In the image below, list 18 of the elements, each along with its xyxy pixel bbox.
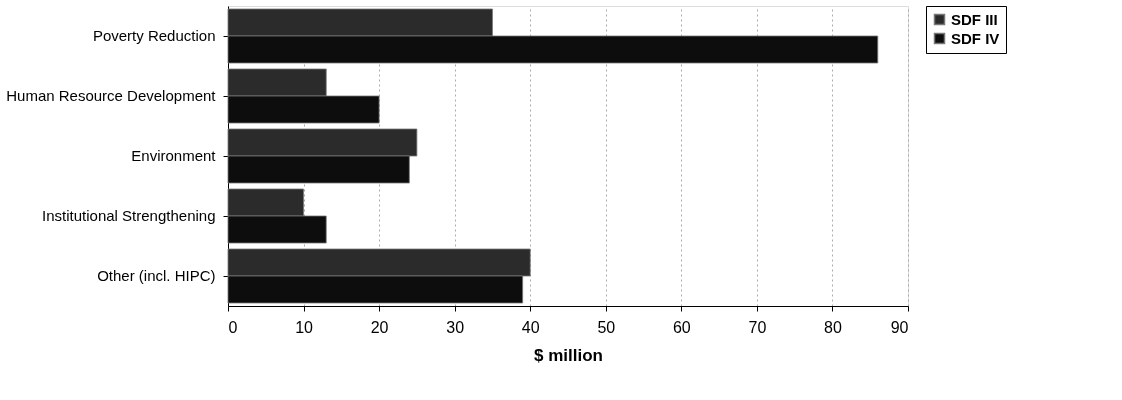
y-tick-label: Human Resource Development <box>6 87 217 104</box>
x-tick-label: 90 <box>890 318 909 336</box>
legend-label: SDF III <box>951 10 998 28</box>
x-tick-label: 70 <box>748 318 767 336</box>
x-tick-label: 60 <box>672 318 691 336</box>
x-tick-label: 30 <box>446 318 465 336</box>
x-tick-label: 50 <box>597 318 616 336</box>
x-tick-label: 40 <box>521 318 540 336</box>
x-tick-label: 0 <box>228 318 238 336</box>
x-tick-label: 80 <box>824 318 842 336</box>
x-axis-title: $ million <box>534 345 603 365</box>
x-tick-label: 20 <box>370 318 389 336</box>
legend-label: SDF IV <box>951 29 1000 47</box>
y-tick-label: Environment <box>131 147 217 164</box>
x-tick-label: 10 <box>295 318 314 336</box>
y-tick-label: Other (incl. HIPC) <box>97 267 216 284</box>
y-tick-label: Poverty Reduction <box>92 27 216 44</box>
y-tick-label: Institutional Strengthening <box>42 207 216 224</box>
